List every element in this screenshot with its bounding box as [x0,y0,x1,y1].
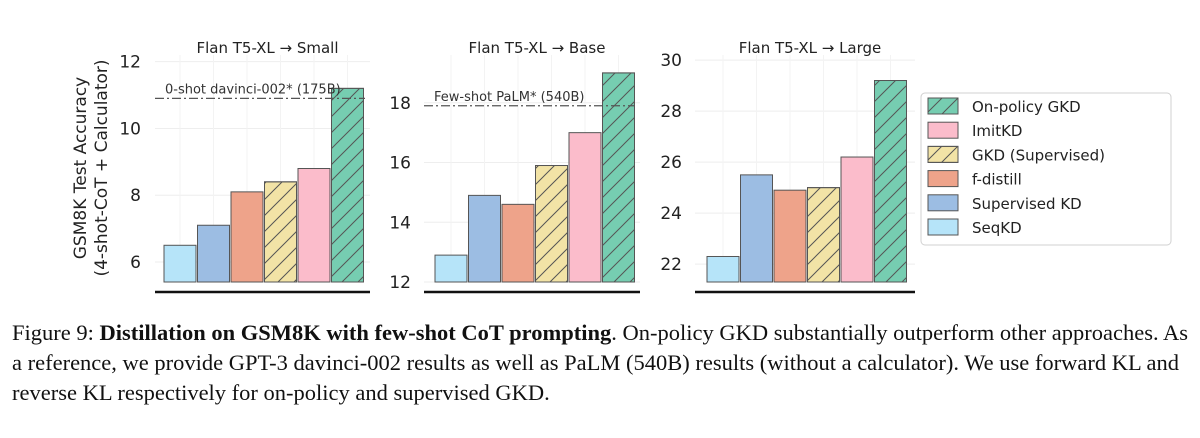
bar-on-policy-gkd-hatch [602,72,635,283]
legend-swatch-supervised-kd [927,194,959,212]
caption-bold-title: Distillation on GSM8K with few-shot CoT … [99,320,612,345]
bar-imitkd [568,132,602,283]
bar-imitkd [840,156,874,283]
y-tick-label: 14 [389,213,411,233]
legend-label-f-distill: f-distill [972,171,1022,189]
y-tick-label: 22 [660,255,682,275]
legend-swatch-imitkd [927,121,959,139]
panel-title: Flan T5-XL → Small [196,39,338,57]
bar-f-distill [501,203,535,283]
bar-seqkd [163,244,197,283]
legend: On-policy GKD ImitKD GKD (Supervised) f-dis… [920,92,1172,246]
bar-supervised-kd [468,194,501,283]
bar-seqkd [434,254,468,283]
bar-on-policy-gkd-hatch [331,87,364,283]
y-tick-label: 24 [660,204,682,224]
reference-line-label: Few-shot PaLM* (540B) [434,90,584,105]
bar-f-distill [230,191,264,283]
bar-seqkd [706,255,740,283]
legend-label-gkd-supervised: GKD (Supervised) [972,146,1105,164]
legend-label-supervised-kd: Supervised KD [972,195,1082,213]
chart-panel-3: 22 24 26 28 30 Flan T5-XL → Large [660,39,915,294]
chart-panel-2: Few-shot PaLM* (540B) 12 14 16 18 Flan T5-XL … [389,39,640,294]
y-tick-label: 26 [660,153,682,173]
y-tick-label: 12 [119,53,141,73]
legend-swatch-hatch [927,97,959,115]
caption-body: . On-policy GKD substantially outperform… [12,320,1188,405]
bar-gkd-supervised-hatch [535,165,568,283]
y-tick-label: 8 [130,186,141,206]
y-tick-label: 28 [660,102,682,122]
y-tick-label: 6 [130,253,141,273]
legend-label-on-policy-gkd: On-policy GKD [972,98,1081,116]
y-tick-label: 16 [389,154,411,174]
legend-swatch-f-distill [927,170,959,188]
panel-title: Flan T5-XL → Large [739,39,882,57]
legend-swatch-hatch [927,145,959,163]
bar-on-policy-gkd-hatch [874,80,907,283]
caption-prefix: Figure 9: [12,320,100,345]
bar-f-distill [773,189,807,283]
bar-supervised-kd [197,224,230,283]
legend-frame [920,92,1172,246]
figure-caption: Figure 9: Distillation on GSM8K with few… [12,318,1192,408]
bar-supervised-kd [740,174,773,283]
legend-swatch-seqkd [927,218,959,236]
y-axis-label: GSM8K Test Accuracy(4-shot-CoT + Calcula… [71,59,112,276]
bar-gkd-supervised-hatch [807,187,840,283]
y-tick-label: 30 [660,51,682,71]
legend-label-imitkd: ImitKD [972,122,1022,140]
y-tick-label: 18 [389,94,411,114]
panel-title: Flan T5-XL → Base [469,39,606,57]
bar-imitkd [297,168,331,283]
y-tick-label: 12 [389,273,411,293]
legend-label-seqkd: SeqKD [972,219,1022,237]
bar-gkd-supervised-hatch [264,181,297,283]
figure-9-chart: 0-shot davinci-002* (175B) 6 8 10 12 Flan T5-… [71,39,1172,294]
reference-line-label: 0-shot davinci-002* (175B) [165,82,341,97]
chart-panel-1: 0-shot davinci-002* (175B) 6 8 10 12 Flan T5-… [71,39,370,294]
y-tick-label: 10 [119,119,141,139]
